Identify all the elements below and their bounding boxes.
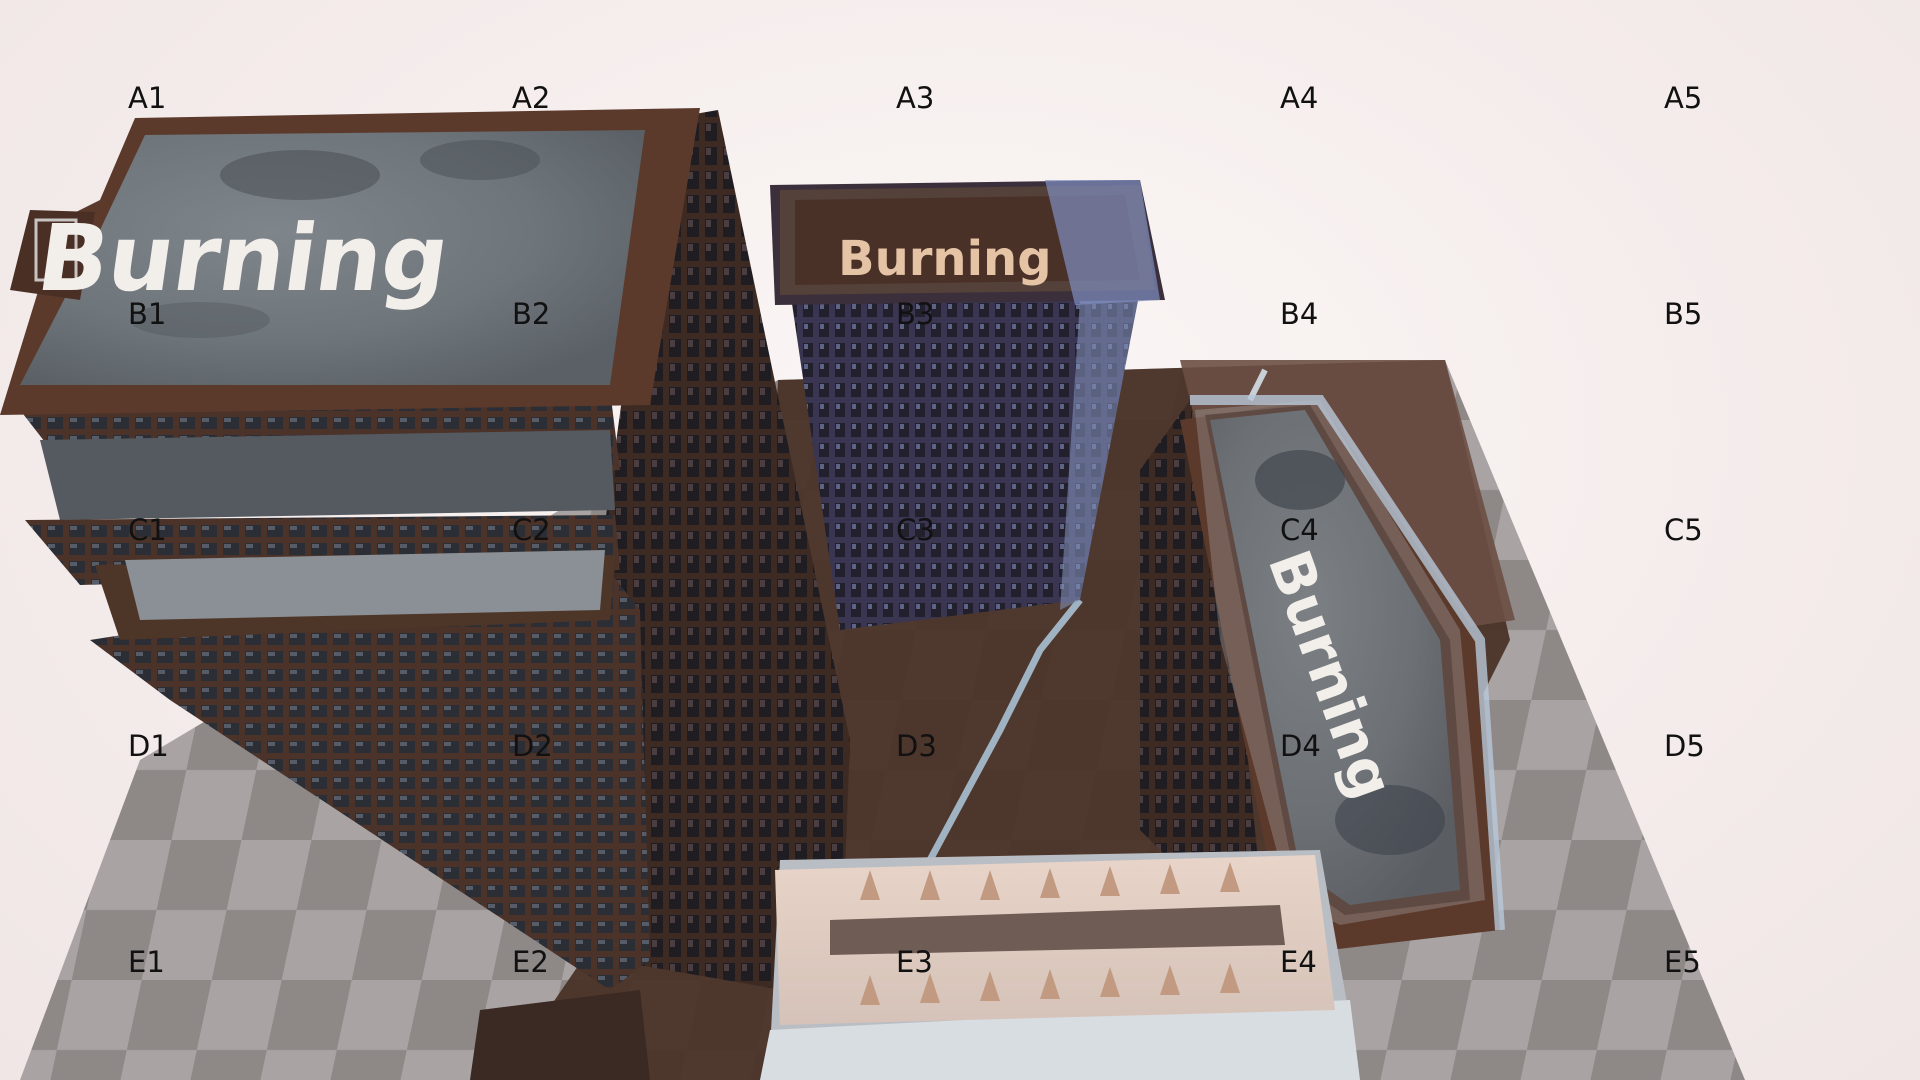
rooftop-sign-left: Burning [31, 204, 455, 311]
rooftop-sign-center: Burning [838, 231, 1052, 287]
shadow-strip [470, 990, 650, 1080]
building-front-low[interactable] [760, 850, 1360, 1080]
roof-vents [860, 862, 1240, 1005]
building-right-angled[interactable]: Burning [1140, 395, 1505, 950]
building-tower-center[interactable]: Burning [770, 180, 1165, 630]
building-large-left[interactable]: Burning [0, 108, 850, 1000]
